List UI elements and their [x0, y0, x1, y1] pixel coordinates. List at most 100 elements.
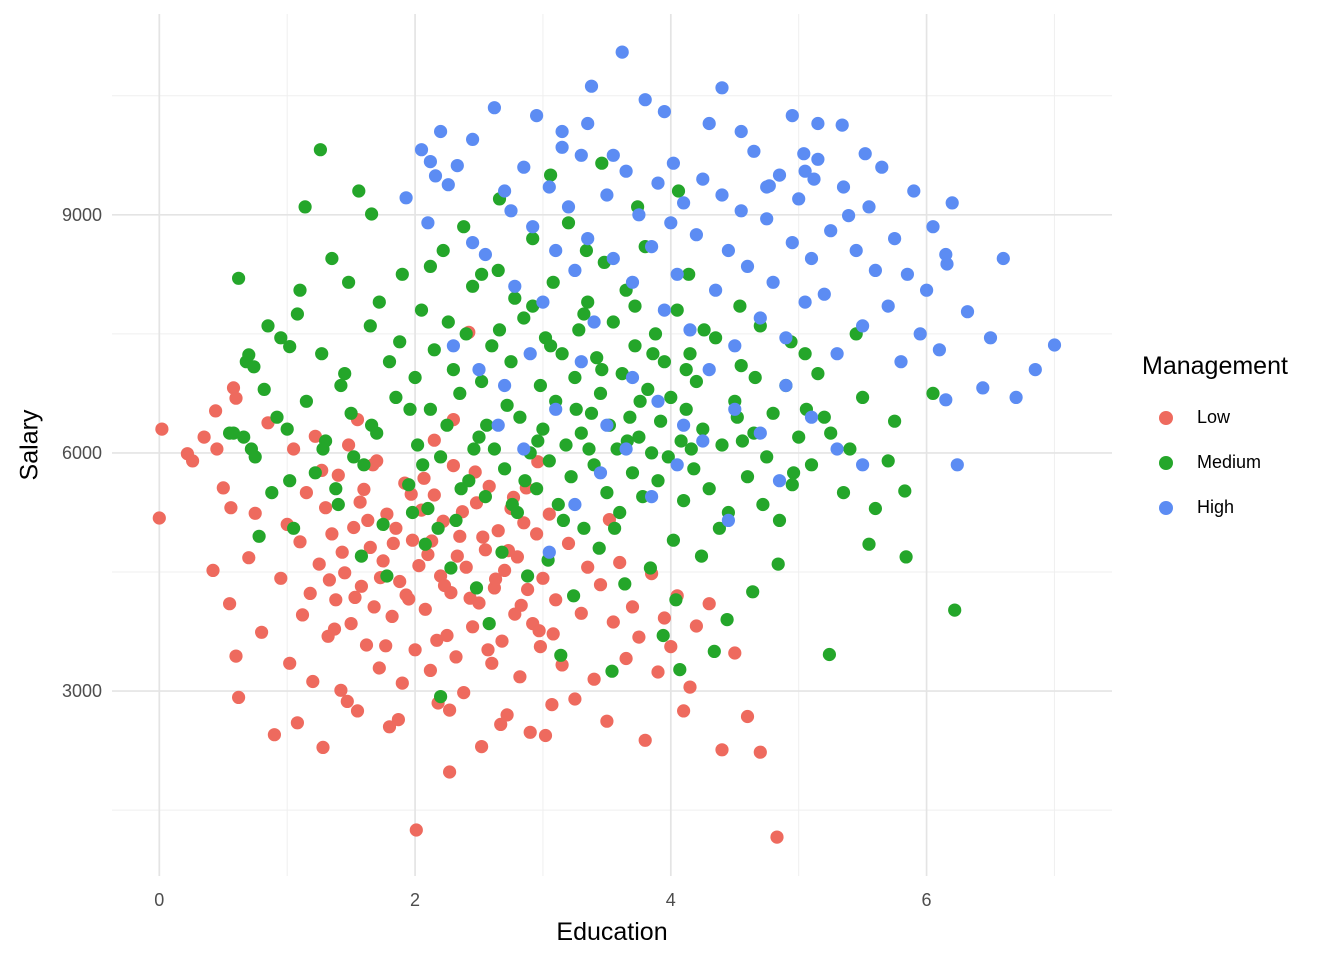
data-point-medium	[393, 335, 407, 349]
data-point-medium	[261, 319, 275, 333]
data-point-low	[728, 646, 742, 660]
data-point-low	[638, 733, 652, 747]
data-point-medium	[899, 550, 913, 564]
data-point-medium	[881, 454, 895, 468]
data-point-high	[702, 116, 716, 131]
data-point-medium	[521, 569, 535, 583]
data-point-medium	[643, 561, 658, 575]
data-point-high	[625, 275, 640, 289]
data-point-low	[715, 743, 729, 757]
data-point-medium	[712, 521, 727, 535]
data-point-high	[772, 474, 787, 488]
data-point-low	[457, 686, 471, 700]
data-point-medium	[487, 442, 501, 456]
data-point-high	[824, 224, 838, 238]
data-point-medium	[395, 267, 409, 281]
data-point-medium	[472, 430, 486, 444]
data-point-high	[491, 418, 505, 432]
data-point-low	[549, 593, 563, 607]
data-point-high	[709, 283, 723, 297]
data-point-low	[353, 495, 367, 509]
data-point-medium	[948, 603, 962, 617]
data-point-medium	[646, 347, 660, 361]
data-point-medium	[590, 351, 604, 365]
data-point-low	[290, 716, 304, 730]
data-point-high	[1028, 363, 1042, 377]
data-point-high	[632, 208, 646, 222]
data-point-medium	[605, 664, 619, 678]
data-point-low	[306, 674, 320, 689]
legend-title: Management	[1142, 352, 1288, 380]
data-point-low	[491, 524, 505, 538]
data-point-medium	[482, 617, 496, 631]
data-point-high	[450, 159, 464, 173]
data-point-high	[858, 147, 872, 161]
data-point-low	[389, 521, 403, 535]
data-point-medium	[363, 319, 377, 333]
data-point-medium	[313, 143, 327, 157]
data-point-medium	[582, 442, 596, 456]
data-point-high	[508, 279, 522, 293]
data-point-medium	[787, 466, 801, 480]
data-point-medium	[411, 438, 425, 452]
data-point-medium	[615, 367, 629, 381]
data-point-high	[536, 295, 550, 309]
data-point-medium	[405, 505, 420, 520]
data-point-low	[418, 602, 432, 616]
data-point-high	[811, 152, 825, 166]
data-point-high	[466, 132, 480, 146]
legend-swatch-high	[1159, 500, 1173, 515]
data-point-high	[875, 160, 889, 174]
data-point-high	[466, 236, 480, 250]
data-point-low	[255, 625, 269, 639]
data-point-medium	[628, 299, 642, 313]
data-point-medium	[822, 647, 837, 662]
data-point-low	[587, 672, 601, 686]
data-point-low	[242, 551, 256, 565]
data-point-low	[395, 676, 409, 690]
data-point-low	[308, 429, 322, 443]
data-point-low	[430, 633, 444, 647]
data-point-low	[283, 656, 297, 670]
data-point-medium	[298, 200, 312, 214]
data-point-low	[536, 571, 550, 585]
data-point-medium	[469, 581, 484, 595]
data-point-medium	[280, 422, 294, 436]
data-point-medium	[674, 434, 688, 448]
data-point-high	[798, 164, 812, 178]
data-point-high	[600, 188, 614, 202]
data-point-low	[338, 566, 352, 580]
data-point-high	[785, 236, 799, 250]
data-point-low	[476, 530, 490, 544]
data-point-medium	[475, 267, 489, 281]
data-point-low	[606, 615, 620, 629]
data-point-high	[523, 347, 537, 361]
data-point-medium	[792, 430, 806, 444]
data-point-high	[772, 168, 787, 182]
data-point-high	[807, 172, 821, 186]
data-point-low	[386, 536, 400, 551]
data-point-medium	[491, 263, 505, 277]
data-point-low	[545, 698, 559, 712]
data-point-high	[561, 200, 576, 214]
data-point-medium	[673, 663, 687, 677]
data-point-medium	[416, 458, 430, 472]
data-point-high	[881, 299, 895, 313]
data-point-medium	[664, 390, 678, 404]
data-point-medium	[467, 442, 481, 456]
data-point-medium	[720, 613, 734, 627]
data-point-low	[210, 442, 224, 456]
data-point-medium	[760, 450, 774, 464]
data-point-high	[657, 303, 672, 317]
data-point-medium	[697, 323, 711, 337]
data-point-medium	[357, 458, 371, 472]
data-point-low	[517, 516, 531, 530]
data-point-low	[632, 630, 646, 644]
data-point-high	[645, 490, 659, 504]
data-point-medium	[684, 442, 698, 456]
data-point-high	[683, 323, 697, 337]
data-point-low	[393, 574, 407, 589]
data-point-high	[960, 305, 975, 319]
data-point-low	[427, 488, 441, 502]
data-point-high	[804, 251, 819, 266]
